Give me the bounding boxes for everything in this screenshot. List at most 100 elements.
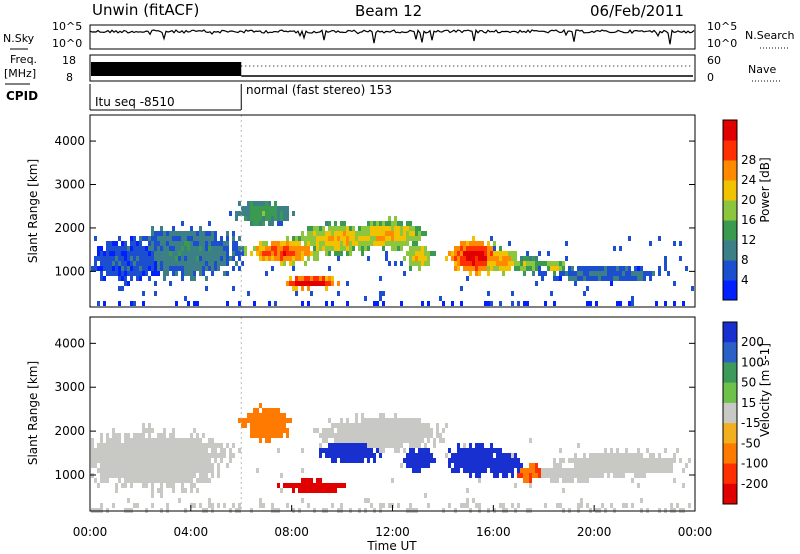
velocity-cell: [340, 503, 343, 508]
power-cell: [172, 261, 175, 266]
power-cell: [163, 246, 166, 251]
velocity-cell: [169, 468, 172, 473]
velocity-cell: [115, 453, 118, 458]
velocity-cell: [466, 463, 469, 468]
velocity-cell: [610, 468, 613, 473]
velocity-cell: [202, 473, 205, 478]
power-cell: [310, 226, 313, 231]
velocity-cell: [175, 458, 178, 463]
power-cell: [418, 236, 421, 241]
beam-title: Beam 12: [355, 2, 422, 20]
power-cell: [388, 226, 391, 231]
power-cell: [202, 261, 205, 266]
velocity-colorbar-tick: -100: [741, 457, 768, 471]
power-cell: [94, 266, 97, 271]
power-cell: [562, 271, 565, 276]
power-cell: [94, 236, 97, 241]
power-cell: [184, 256, 187, 261]
velocity-cell: [400, 423, 403, 428]
velocity-y-tick-label: 1000: [54, 468, 85, 482]
velocity-cell: [91, 453, 94, 458]
power-cell: [427, 256, 430, 261]
velocity-cell: [505, 458, 508, 463]
power-cell: [538, 261, 541, 266]
power-cell: [274, 246, 277, 251]
power-cell: [259, 211, 262, 216]
velocity-cell: [355, 428, 358, 433]
velocity-cell: [184, 448, 187, 453]
velocity-cell: [379, 423, 382, 428]
velocity-cell: [214, 458, 217, 463]
velocity-cell: [433, 458, 436, 463]
velocity-cell: [484, 448, 487, 453]
power-cell: [349, 241, 352, 246]
power-cell: [124, 281, 127, 286]
power-cell: [316, 226, 319, 231]
velocity-cell: [160, 493, 163, 498]
velocity-cell: [481, 448, 484, 453]
velocity-cell: [208, 438, 211, 443]
velocity-cell: [421, 428, 424, 433]
power-cell: [118, 261, 121, 266]
power-cell: [148, 266, 151, 271]
power-cell: [511, 256, 514, 261]
velocity-cell: [277, 408, 280, 413]
power-cell: [100, 261, 103, 266]
velocity-cell: [532, 473, 535, 478]
power-cell: [400, 301, 403, 306]
power-cell: [403, 256, 406, 261]
power-cell: [190, 271, 193, 276]
power-cell: [118, 301, 121, 306]
velocity-cell: [508, 458, 511, 463]
power-cell: [259, 216, 262, 221]
velocity-cell: [634, 463, 637, 468]
velocity-cell: [355, 413, 358, 418]
power-cell: [193, 301, 196, 306]
velocity-cell: [271, 408, 274, 413]
power-cell: [262, 246, 265, 251]
velocity-cell: [202, 458, 205, 463]
velocity-cell: [283, 428, 286, 433]
velocity-cell: [172, 483, 175, 488]
power-cell: [478, 271, 481, 276]
power-cell: [250, 251, 253, 256]
power-cell: [181, 241, 184, 246]
velocity-cell: [610, 463, 613, 468]
power-cell: [415, 256, 418, 261]
x-axis-label: Time UT: [366, 539, 417, 553]
velocity-cell: [682, 483, 685, 488]
velocity-cell: [409, 463, 412, 468]
velocity-cell: [343, 433, 346, 438]
velocity-cell: [148, 478, 151, 483]
power-cell: [505, 266, 508, 271]
power-cell: [484, 266, 487, 271]
velocity-cell: [637, 483, 640, 488]
power-cell: [487, 291, 490, 296]
power-cell: [328, 251, 331, 256]
velocity-cell: [580, 498, 583, 503]
power-cell: [421, 261, 424, 266]
velocity-cell: [427, 463, 430, 468]
velocity-cell: [478, 453, 481, 458]
x-tick-label: 20:00: [577, 525, 612, 539]
power-cell: [187, 261, 190, 266]
velocity-cell: [373, 453, 376, 458]
power-cell: [484, 251, 487, 256]
velocity-cell: [619, 473, 622, 478]
power-cell: [163, 276, 166, 281]
power-cell: [613, 266, 616, 271]
power-cell: [253, 301, 256, 306]
velocity-cell: [502, 503, 505, 508]
power-colorbar-tick: 28: [741, 153, 756, 167]
power-cell: [481, 266, 484, 271]
velocity-cell: [649, 463, 652, 468]
power-cell: [139, 251, 142, 256]
velocity-cell: [160, 488, 163, 493]
power-cell: [454, 246, 457, 251]
velocity-cell: [94, 478, 97, 483]
velocity-cell: [136, 503, 139, 508]
velocity-cell: [313, 483, 316, 488]
power-cell: [505, 261, 508, 266]
velocity-cell: [352, 448, 355, 453]
velocity-cell: [118, 478, 121, 483]
